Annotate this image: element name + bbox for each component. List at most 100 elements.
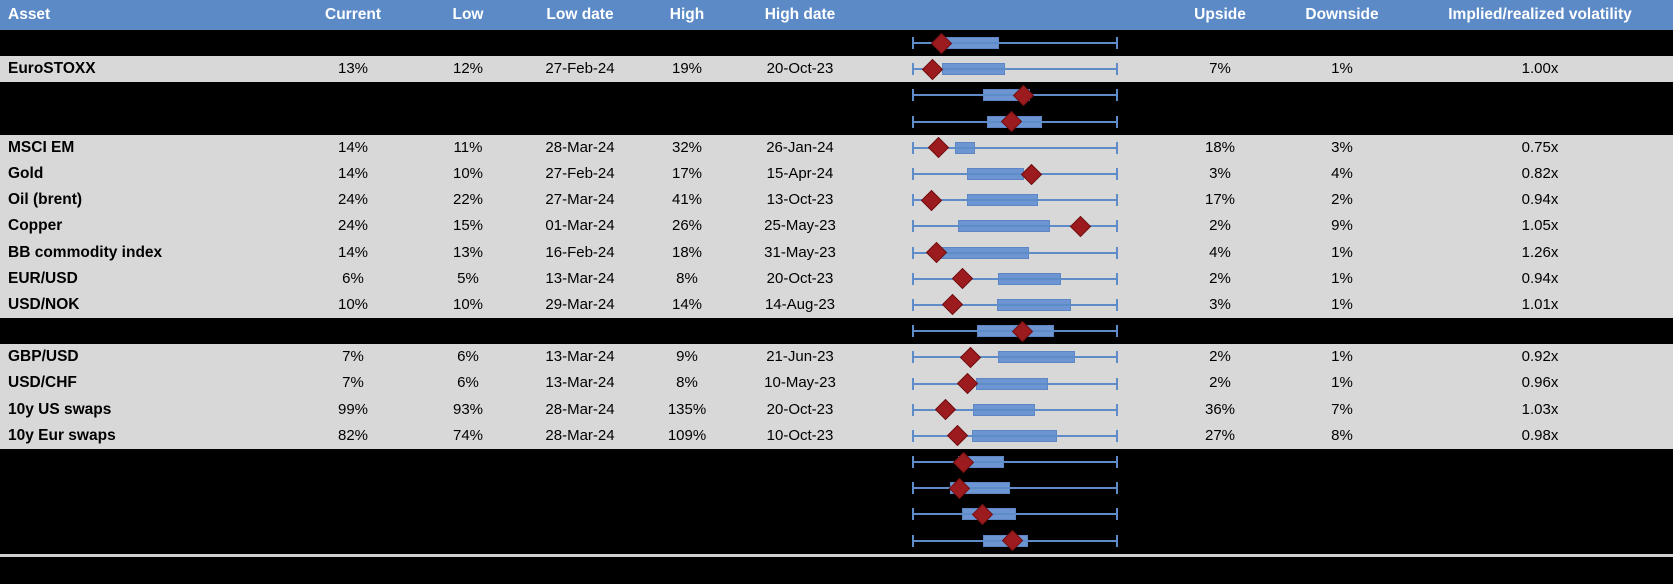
current-level-marker-icon xyxy=(1011,320,1033,342)
current-cell: 7% xyxy=(342,348,364,366)
boxplot xyxy=(912,187,1118,213)
implied-realized-cell: 1.26x xyxy=(1521,243,1559,261)
current-level-marker-icon xyxy=(951,268,973,290)
boxplot xyxy=(912,30,1118,56)
low-date-cell: 28-Mar-24 xyxy=(545,426,615,444)
asset-name: Oil (brent) xyxy=(8,191,83,209)
boxplot xyxy=(912,344,1118,370)
boxplot-whisker-line xyxy=(912,487,1118,490)
low-date-cell: 27-Feb-24 xyxy=(545,164,615,182)
implied-realized-cell: 1.00x xyxy=(1521,60,1559,78)
boxplot-right-cap xyxy=(1116,220,1118,233)
high-date-cell: 10-May-23 xyxy=(764,374,836,392)
boxplot-right-cap xyxy=(1116,298,1118,311)
low-cell: 93% xyxy=(452,400,484,418)
boxplot-right-cap xyxy=(1116,272,1118,285)
downside-cell: 4% xyxy=(1331,164,1353,182)
chart-only-row xyxy=(0,109,1673,135)
column-header-downside: Downside xyxy=(1305,6,1379,23)
boxplot-whisker-line xyxy=(912,382,1118,385)
high-cell: 17% xyxy=(671,164,703,182)
table-row: BB commodity index 14% 13% 16-Feb-24 18% 31-M… xyxy=(0,239,1673,266)
boxplot-left-cap xyxy=(912,246,914,259)
current-level-marker-icon xyxy=(1002,530,1024,552)
column-header-high-date: High date xyxy=(764,6,836,23)
table-row: EuroSTOXX 13% 12% 27-Feb-24 19% 20-Oct-23 7% 1%… xyxy=(0,56,1673,83)
boxplot xyxy=(912,292,1118,318)
downside-cell: 8% xyxy=(1331,426,1353,444)
asset-name: Gold xyxy=(8,164,44,182)
boxplot-whisker-line xyxy=(912,146,1118,149)
boxplot-right-cap xyxy=(1116,115,1118,128)
upside-cell: 3% xyxy=(1209,164,1231,182)
upside-cell: 17% xyxy=(1204,191,1236,209)
chart-only-row xyxy=(0,449,1673,475)
boxplot-right-cap xyxy=(1116,194,1118,207)
current-level-marker-icon xyxy=(952,451,974,473)
low-cell: 10% xyxy=(452,295,484,313)
asset-name: EuroSTOXX xyxy=(8,60,96,78)
boxplot xyxy=(912,266,1118,292)
high-cell: 41% xyxy=(671,191,703,209)
boxplot-left-cap xyxy=(912,456,914,469)
column-header-low-date: Low date xyxy=(546,6,614,23)
current-level-marker-icon xyxy=(927,137,949,159)
high-date-cell: 26-Jan-24 xyxy=(766,138,834,156)
upside-cell: 2% xyxy=(1209,348,1231,366)
implied-realized-cell: 1.01x xyxy=(1521,295,1559,313)
column-header-implied-realized-volatility: Implied/realized volatility xyxy=(1448,6,1632,23)
boxplot-left-cap xyxy=(912,325,914,338)
downside-cell: 1% xyxy=(1331,295,1353,313)
bottom-separator-line xyxy=(0,554,1673,557)
current-cell: 99% xyxy=(337,400,369,418)
boxplot xyxy=(912,161,1118,187)
high-cell: 32% xyxy=(671,138,703,156)
chart-only-row xyxy=(0,475,1673,501)
low-cell: 11% xyxy=(453,138,483,156)
chart-only-row xyxy=(0,528,1673,554)
current-level-marker-icon xyxy=(920,189,942,211)
implied-realized-cell: 0.75x xyxy=(1521,138,1559,156)
current-cell: 24% xyxy=(337,191,369,209)
boxplot xyxy=(912,423,1118,449)
table-row: Copper 24% 15% 01-Mar-24 26% 25-May-23 2% 9% 1.0… xyxy=(0,213,1673,240)
high-date-cell: 14-Aug-23 xyxy=(764,295,836,313)
high-date-cell: 20-Oct-23 xyxy=(766,400,834,418)
low-cell: 5% xyxy=(457,269,479,287)
current-level-marker-icon xyxy=(1012,84,1034,107)
high-date-cell: 13-Oct-23 xyxy=(766,191,834,209)
high-date-cell: 31-May-23 xyxy=(764,243,836,261)
boxplot-whisker-line xyxy=(912,251,1118,254)
current-level-marker-icon xyxy=(960,346,982,368)
boxplot-left-cap xyxy=(912,534,914,547)
boxplot xyxy=(912,501,1118,527)
low-date-cell: 01-Mar-24 xyxy=(545,217,615,235)
high-cell: 8% xyxy=(676,269,698,287)
boxplot-left-cap xyxy=(912,429,914,442)
high-cell: 14% xyxy=(671,295,703,313)
boxplot-whisker-line xyxy=(912,513,1118,516)
upside-cell: 2% xyxy=(1209,374,1231,392)
boxplot xyxy=(912,528,1118,554)
high-cell: 26% xyxy=(671,217,703,235)
low-cell: 22% xyxy=(452,191,484,209)
low-cell: 6% xyxy=(457,374,479,392)
current-level-marker-icon xyxy=(921,58,943,80)
boxplot xyxy=(912,56,1118,82)
boxplot-left-cap xyxy=(912,220,914,233)
upside-cell: 3% xyxy=(1209,295,1231,313)
boxplot xyxy=(912,397,1118,423)
boxplot-whisker-line xyxy=(912,408,1118,411)
downside-cell: 1% xyxy=(1331,269,1353,287)
table-row: 10y Eur swaps 82% 74% 28-Mar-24 109% 10-Oct-2… xyxy=(0,422,1673,449)
boxplot-whisker-line xyxy=(912,225,1118,228)
table-row: USD/CHF 7% 6% 13-Mar-24 8% 10-May-23 2% 1% 0.96x xyxy=(0,370,1673,397)
boxplot-left-cap xyxy=(912,37,914,50)
chart-only-row xyxy=(0,501,1673,527)
high-cell: 109% xyxy=(667,426,707,444)
low-date-cell: 28-Mar-24 xyxy=(545,400,615,418)
high-cell: 19% xyxy=(671,60,703,78)
current-level-marker-icon xyxy=(1000,111,1022,133)
implied-realized-cell: 0.94x xyxy=(1521,191,1559,209)
low-cell: 6% xyxy=(457,348,479,366)
